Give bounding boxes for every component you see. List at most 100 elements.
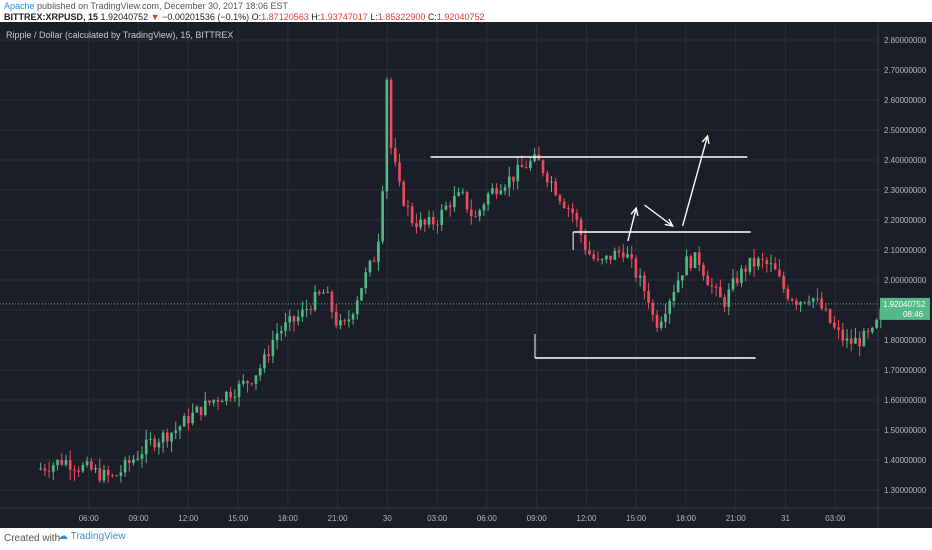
candle-body [377, 241, 380, 262]
candle-body [402, 181, 406, 206]
candle-body [309, 309, 313, 311]
candle-body [351, 314, 355, 320]
candle-body [507, 176, 511, 188]
candle-body [664, 313, 667, 322]
candle-body [469, 209, 473, 217]
x-tick-label: 21:00 [328, 514, 349, 523]
y-tick-label: 2.20000000 [884, 216, 927, 225]
candle-body [161, 432, 165, 443]
candle-body [275, 333, 279, 341]
candle-body [820, 298, 823, 309]
candle-body [216, 399, 220, 402]
y-tick-label: 1.30000000 [884, 486, 927, 495]
candle-body [52, 465, 55, 472]
candle-body [807, 301, 811, 303]
quote-line: BITTREX:XRPUSD, 15 1.92040752 ▼ −0.00201… [4, 12, 484, 22]
candle-body [554, 181, 558, 196]
candle-body [714, 286, 718, 288]
candle-body [334, 311, 338, 326]
x-tick-label: 21:00 [726, 514, 747, 523]
candle-body [136, 458, 140, 460]
candle-body [81, 465, 85, 472]
candle-body [355, 300, 359, 315]
candle-body [461, 191, 465, 193]
candle-body [102, 469, 106, 481]
candle-body [871, 327, 874, 332]
candle-body [178, 426, 182, 431]
candle-body [575, 212, 579, 220]
projection-arrow-line [681, 135, 709, 227]
candle-body [279, 330, 283, 334]
candle-body [875, 319, 878, 328]
candle-body [246, 380, 249, 384]
arrow-head-icon [630, 206, 639, 216]
down-arrow-icon: ▼ [150, 12, 160, 22]
candle-body [165, 432, 169, 442]
candlestick-chart[interactable]: 2.80000000 2.70000000 2.60000000 2.50000000… [0, 22, 932, 528]
last-price: 1.92040752 [100, 12, 149, 22]
ohlc-high: 1.93747017 [320, 12, 368, 22]
y-tick-label: 2.10000000 [884, 246, 927, 255]
candle-body [651, 302, 655, 315]
y-tick-label: 2.80000000 [884, 36, 927, 45]
candle-body [474, 216, 477, 218]
candle-body [199, 406, 203, 416]
candle-body [372, 260, 376, 262]
candle-body [588, 250, 591, 255]
candle-body [313, 291, 317, 310]
published-text: published on TradingView.com, December 3… [37, 1, 289, 11]
ohlc-close: 1.92040752 [436, 12, 485, 22]
candle-body [220, 401, 224, 403]
candle-body [799, 302, 802, 305]
candle-body [702, 264, 705, 276]
candle-body [727, 289, 731, 308]
x-tick-label: 06:00 [477, 514, 498, 523]
candle-body [845, 338, 849, 341]
countdown-label: 08:46 [903, 310, 924, 319]
candle-body [56, 459, 59, 466]
created-with-text: Created with [4, 533, 61, 544]
candle-body [596, 258, 600, 260]
candle-body [182, 416, 186, 427]
candle-body [676, 280, 680, 292]
candle-body [305, 309, 308, 311]
candle-body [558, 195, 562, 202]
x-tick-label: 18:00 [676, 514, 697, 523]
candle-body [389, 79, 393, 148]
arrow-head-icon [664, 218, 674, 227]
candle-body [203, 400, 207, 416]
x-tick-label: 15:00 [626, 514, 647, 523]
candle-body [153, 438, 156, 448]
x-tick-label: 12:00 [178, 514, 199, 523]
candle-body [841, 329, 845, 341]
candle-body [520, 164, 524, 168]
candle-body [862, 330, 866, 347]
candle-body [419, 219, 422, 228]
candle-body [381, 191, 384, 242]
candle-body [360, 288, 363, 301]
candle-body [267, 354, 270, 356]
candle-body [723, 297, 726, 308]
candle-body [854, 338, 857, 344]
author-link[interactable]: Apache [4, 1, 35, 11]
candle-body [773, 263, 777, 270]
candle-body [415, 223, 418, 228]
candle-body [828, 309, 832, 323]
candle-body [866, 330, 870, 332]
y-tick-label: 1.40000000 [884, 456, 927, 465]
candle-body [250, 383, 254, 385]
candle-body [410, 206, 414, 224]
candle-body [752, 257, 756, 267]
candle-body [284, 322, 287, 331]
candle-body [689, 256, 693, 269]
ohlc-open-label: O: [251, 12, 262, 22]
candle-body [423, 219, 427, 225]
y-tick-label: 2.50000000 [884, 126, 927, 135]
candle-body [643, 275, 646, 292]
candle-body [322, 292, 325, 294]
tradingview-logo[interactable]: ☁ TradingView [58, 531, 126, 542]
candle-body [849, 338, 853, 344]
y-tick-label: 1.50000000 [884, 426, 927, 435]
candle-body [364, 272, 368, 289]
candle-body [858, 338, 861, 347]
